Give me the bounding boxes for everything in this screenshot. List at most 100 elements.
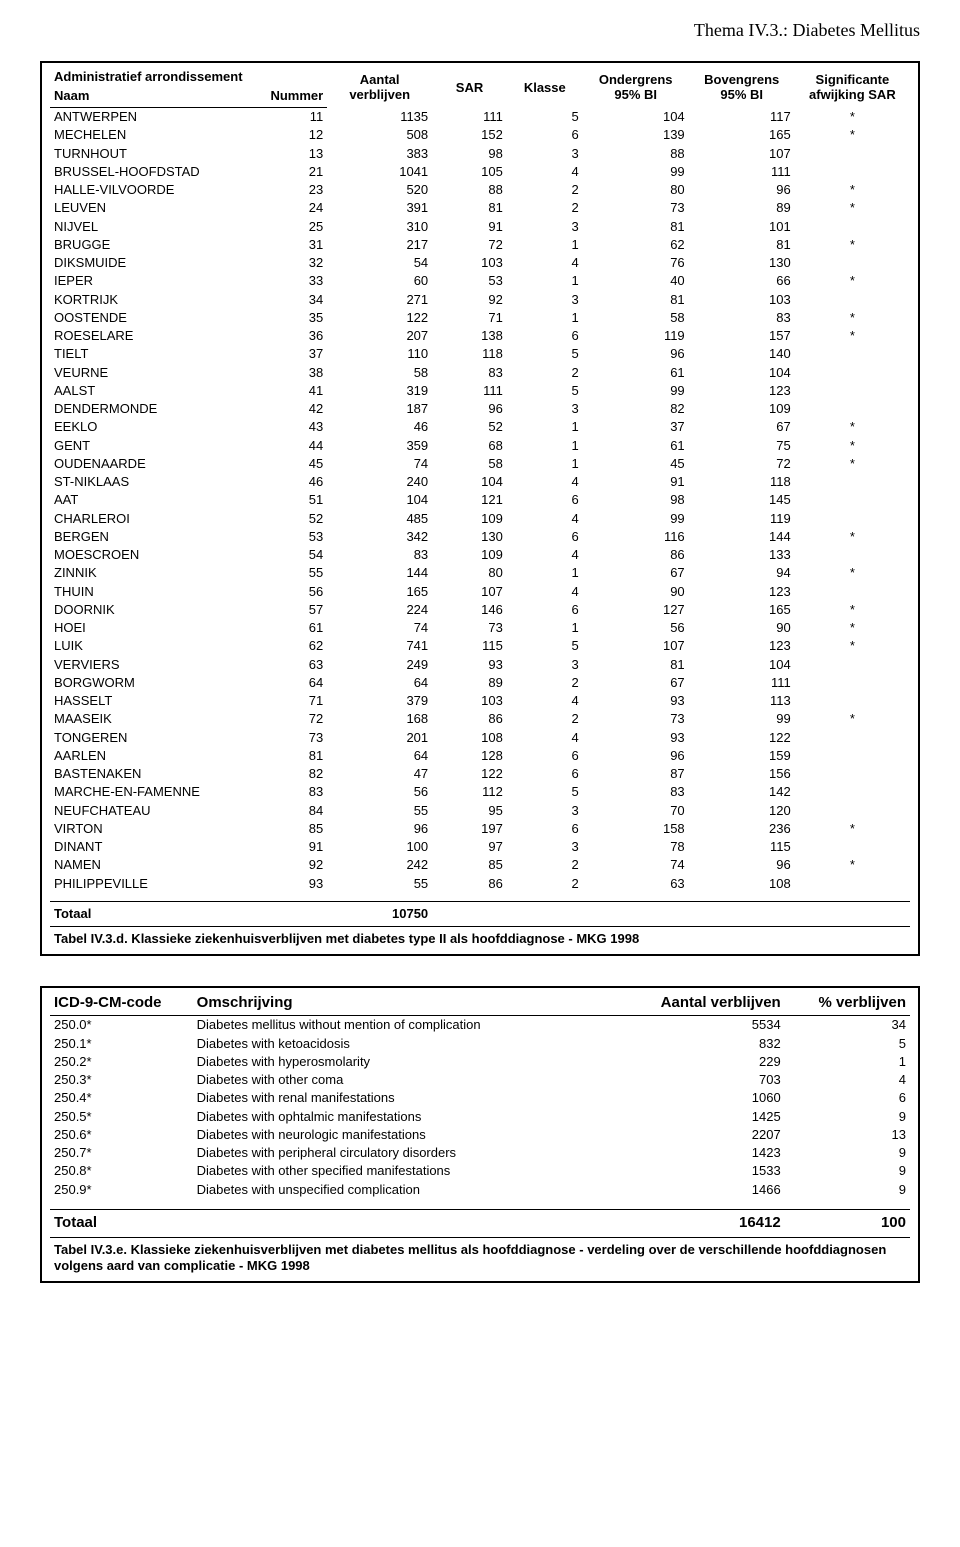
cell-naam: MOESCROEN (50, 546, 251, 564)
cell-num: 21 (251, 163, 328, 181)
cell-bg: 96 (689, 856, 795, 874)
cell-aantal: 55 (327, 875, 432, 893)
t1-h-og: Ondergrens 95% BI (583, 67, 689, 108)
cell-num: 46 (251, 473, 328, 491)
cell-av: 2207 (622, 1126, 785, 1144)
cell-bg: 89 (689, 199, 795, 217)
cell-code: 250.6* (50, 1126, 193, 1144)
table-row: BORGWORM646489267111 (50, 674, 910, 692)
cell-klasse: 4 (507, 473, 583, 491)
cell-sig (795, 218, 910, 236)
cell-num: 53 (251, 528, 328, 546)
table-row: IEPER33605314066* (50, 272, 910, 290)
cell-naam: NIJVEL (50, 218, 251, 236)
cell-sig (795, 382, 910, 400)
t1-h-bg: Bovengrens 95% BI (689, 67, 795, 108)
cell-num: 41 (251, 382, 328, 400)
cell-num: 56 (251, 583, 328, 601)
cell-num: 62 (251, 637, 328, 655)
cell-sar: 86 (432, 710, 507, 728)
cell-num: 91 (251, 838, 328, 856)
table-row: MARCHE-EN-FAMENNE8356112583142 (50, 783, 910, 801)
table-row: VERVIERS6324993381104 (50, 656, 910, 674)
cell-code: 250.7* (50, 1144, 193, 1162)
cell-bg: 130 (689, 254, 795, 272)
table-row: CHARLEROI52485109499119 (50, 510, 910, 528)
cell-aantal: 207 (327, 327, 432, 345)
cell-klasse: 4 (507, 546, 583, 564)
cell-num: 83 (251, 783, 328, 801)
cell-naam: VERVIERS (50, 656, 251, 674)
cell-num: 73 (251, 729, 328, 747)
cell-pv: 13 (785, 1126, 910, 1144)
table-row: HOEI61747315690* (50, 619, 910, 637)
table-row: LEUVEN243918127389* (50, 199, 910, 217)
table-row: ST-NIKLAAS46240104491118 (50, 473, 910, 491)
table-row: HALLE-VILVOORDE235208828096* (50, 181, 910, 199)
cell-num: 45 (251, 455, 328, 473)
cell-sar: 53 (432, 272, 507, 290)
table-row: NAMEN922428527496* (50, 856, 910, 874)
cell-naam: HALLE-VILVOORDE (50, 181, 251, 199)
cell-naam: DINANT (50, 838, 251, 856)
cell-num: 63 (251, 656, 328, 674)
cell-sig (795, 838, 910, 856)
cell-naam: OUDENAARDE (50, 455, 251, 473)
cell-aantal: 47 (327, 765, 432, 783)
cell-sar: 58 (432, 455, 507, 473)
cell-og: 81 (583, 291, 689, 309)
cell-sig: * (795, 637, 910, 655)
cell-naam: GENT (50, 437, 251, 455)
cell-og: 76 (583, 254, 689, 272)
table-row: DOORNIK572241466127165* (50, 601, 910, 619)
cell-aantal: 359 (327, 437, 432, 455)
cell-aantal: 104 (327, 491, 432, 509)
cell-num: 42 (251, 400, 328, 418)
table-row: OUDENAARDE45745814572* (50, 455, 910, 473)
cell-sig: * (795, 418, 910, 436)
table-row: 250.9*Diabetes with unspecified complica… (50, 1181, 910, 1199)
t1-h-nummer: Nummer (251, 86, 328, 108)
table-row: TIELT37110118596140 (50, 345, 910, 363)
cell-code: 250.0* (50, 1016, 193, 1035)
cell-sar: 121 (432, 491, 507, 509)
cell-bg: 83 (689, 309, 795, 327)
t2-total-label: Totaal (50, 1209, 193, 1237)
cell-naam: BASTENAKEN (50, 765, 251, 783)
cell-desc: Diabetes with other specified manifestat… (193, 1162, 622, 1180)
t1-caption: Tabel IV.3.d. Klassieke ziekenhuisverbli… (50, 927, 910, 949)
cell-sig: * (795, 309, 910, 327)
cell-bg: 133 (689, 546, 795, 564)
table-row: TONGEREN73201108493122 (50, 729, 910, 747)
cell-pv: 9 (785, 1162, 910, 1180)
cell-klasse: 3 (507, 838, 583, 856)
cell-aantal: 187 (327, 400, 432, 418)
cell-av: 1466 (622, 1181, 785, 1199)
cell-naam: MECHELEN (50, 126, 251, 144)
cell-naam: DENDERMONDE (50, 400, 251, 418)
cell-sig (795, 254, 910, 272)
cell-num: 64 (251, 674, 328, 692)
cell-sar: 152 (432, 126, 507, 144)
cell-klasse: 5 (507, 783, 583, 801)
cell-og: 70 (583, 802, 689, 820)
cell-aantal: 508 (327, 126, 432, 144)
cell-av: 5534 (622, 1016, 785, 1035)
cell-num: 35 (251, 309, 328, 327)
cell-aantal: 64 (327, 747, 432, 765)
cell-aantal: 58 (327, 364, 432, 382)
cell-aantal: 520 (327, 181, 432, 199)
cell-pv: 9 (785, 1144, 910, 1162)
cell-og: 40 (583, 272, 689, 290)
cell-bg: 99 (689, 710, 795, 728)
cell-klasse: 4 (507, 583, 583, 601)
cell-klasse: 2 (507, 856, 583, 874)
cell-sig (795, 765, 910, 783)
cell-bg: 123 (689, 382, 795, 400)
cell-sar: 73 (432, 619, 507, 637)
table1-container: Administratief arrondissement Aantal ver… (40, 61, 920, 956)
cell-naam: AARLEN (50, 747, 251, 765)
cell-naam: MARCHE-EN-FAMENNE (50, 783, 251, 801)
cell-naam: DOORNIK (50, 601, 251, 619)
cell-sig (795, 491, 910, 509)
